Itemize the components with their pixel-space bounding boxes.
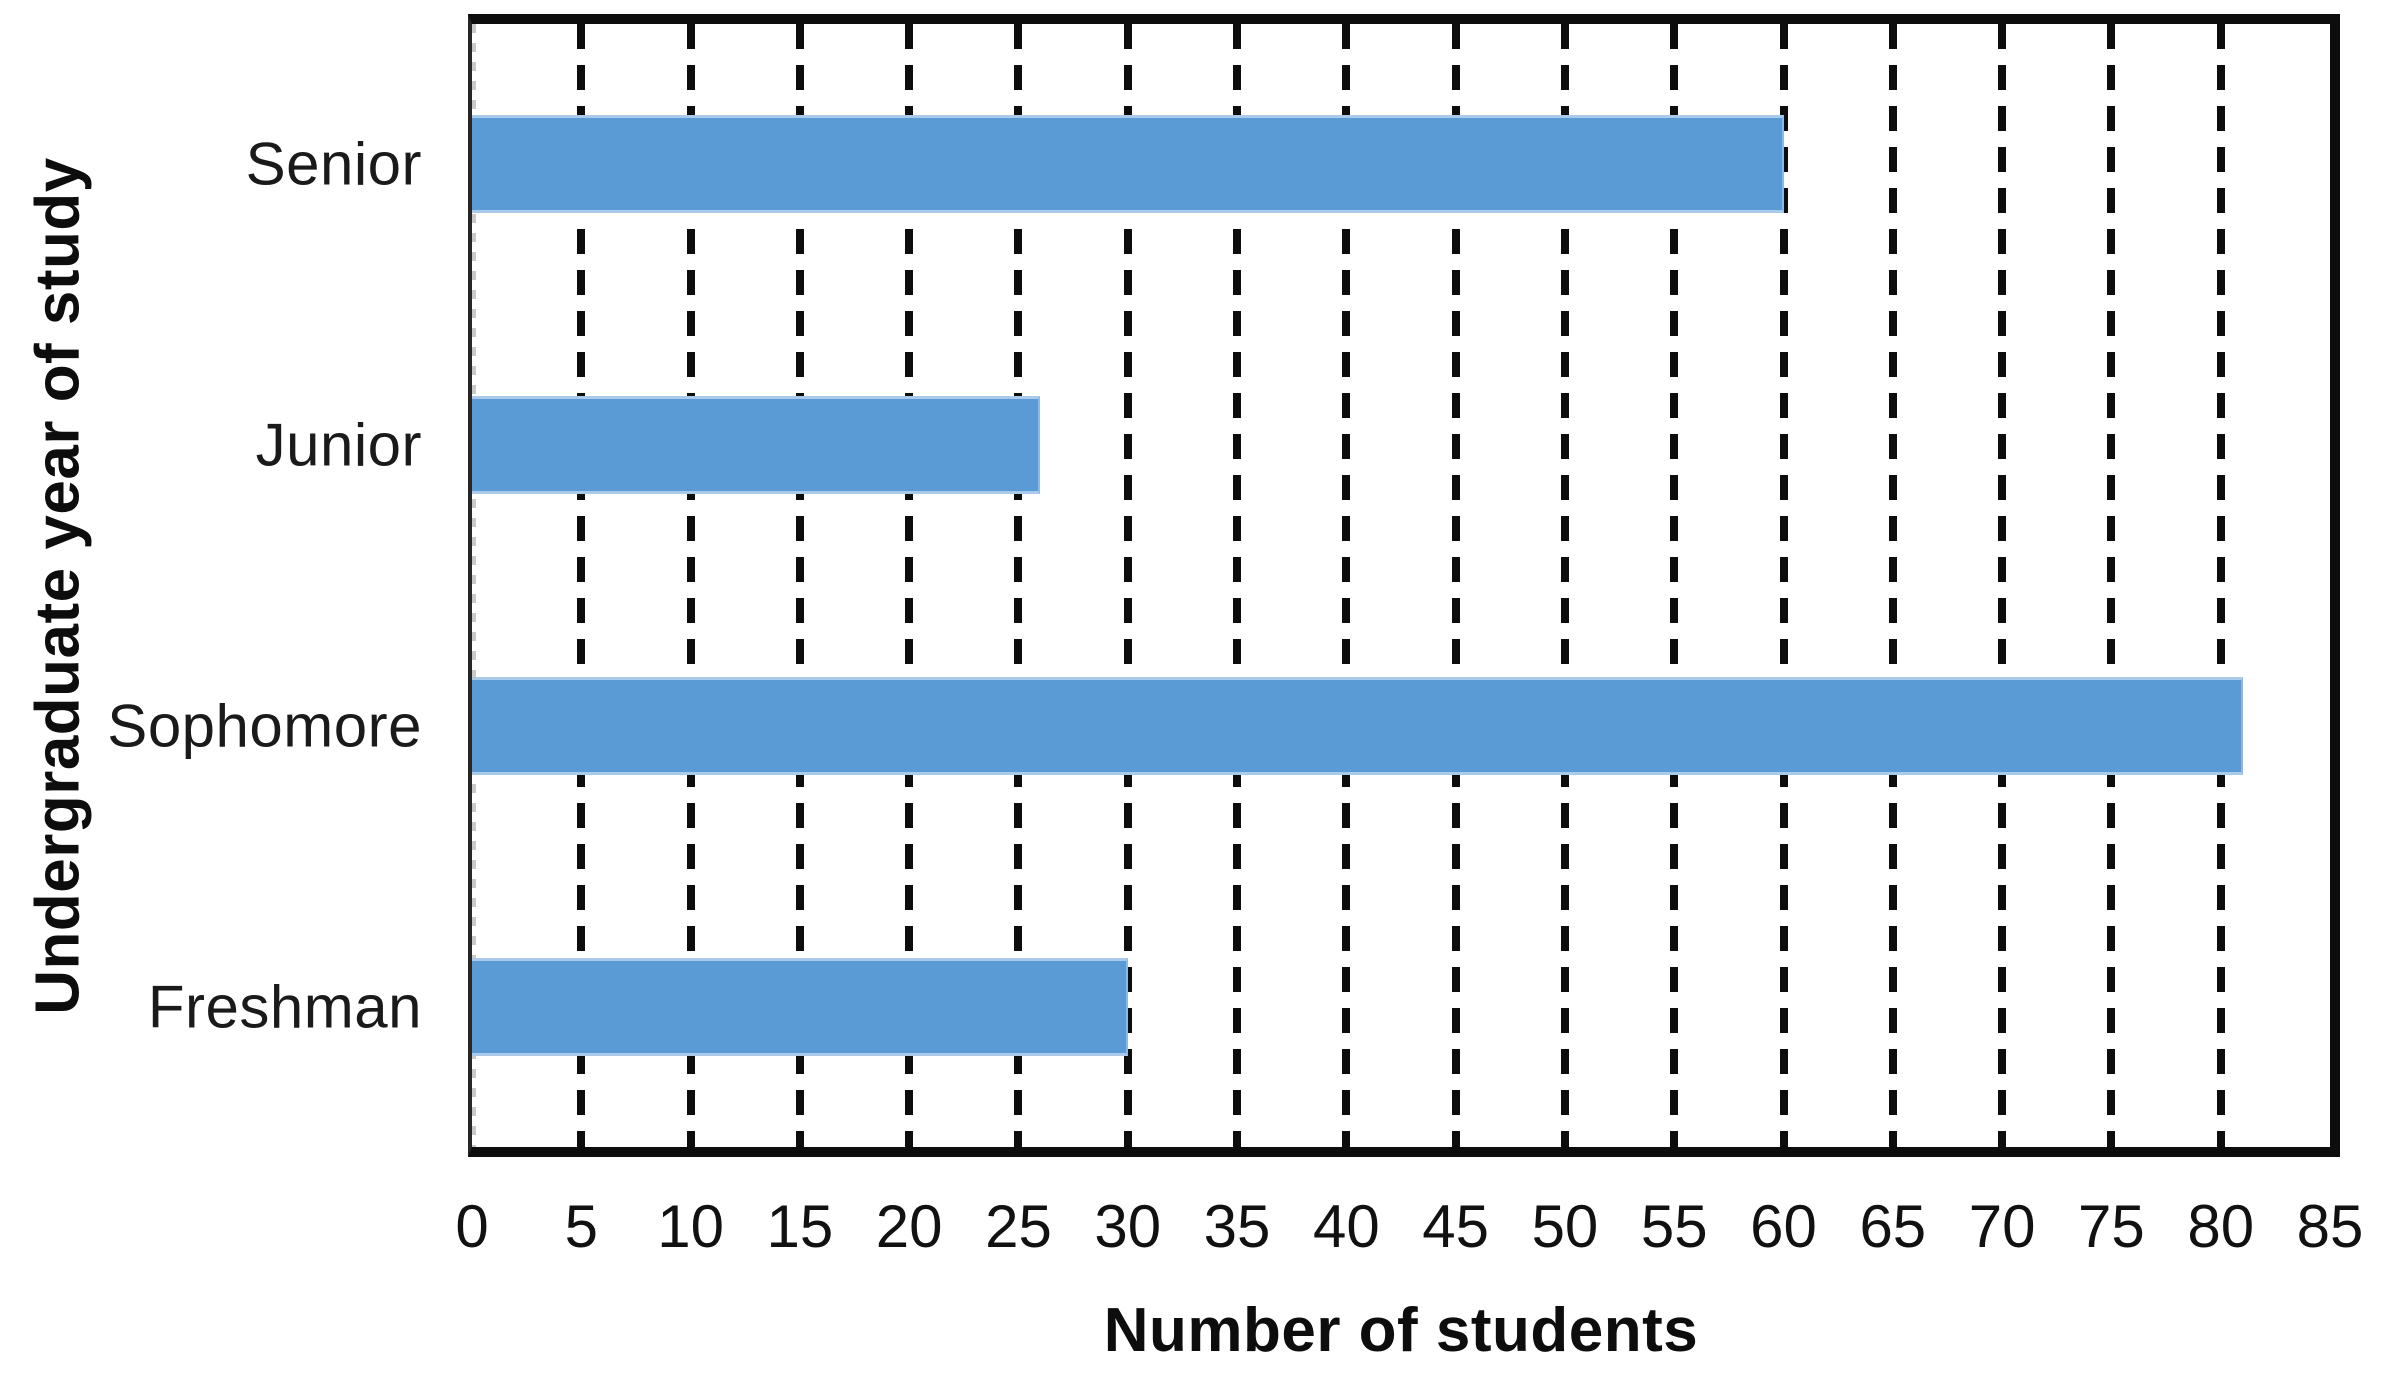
x-tick-label-25: 25 (985, 1193, 1052, 1260)
category-label-senior: Senior (245, 130, 422, 198)
x-tick-label-85: 85 (2296, 1193, 2364, 1260)
x-tick-label-65: 65 (1859, 1193, 1927, 1260)
x-tick-label-40: 40 (1312, 1193, 1380, 1260)
gridline-x-20 (905, 24, 914, 1147)
x-tick-label-55: 55 (1640, 1193, 1708, 1260)
x-tick-label-75: 75 (2078, 1193, 2145, 1260)
category-label-junior: Junior (255, 411, 422, 479)
gridline-x-30 (1123, 24, 1132, 1147)
gridline-x-5 (577, 24, 586, 1147)
bar-junior (472, 396, 1041, 495)
gridline-x-10 (686, 24, 695, 1147)
gridline-x-50 (1560, 24, 1569, 1147)
bar-senior (472, 115, 1784, 214)
category-label-freshman: Freshman (147, 973, 422, 1041)
gridline-x-25 (1014, 24, 1023, 1147)
x-tick-label-35: 35 (1203, 1193, 1271, 1260)
gridline-x-45 (1451, 24, 1460, 1147)
y-axis-category-labels: Senior Junior Sophomore Freshman (0, 24, 422, 1147)
x-tick-label-50: 50 (1531, 1193, 1599, 1260)
x-tick-label-15: 15 (766, 1193, 834, 1260)
x-tick-label-80: 80 (2187, 1193, 2255, 1260)
gridline-x-15 (795, 24, 804, 1147)
gridline-x-35 (1233, 24, 1242, 1147)
gridline-x-75 (2107, 24, 2116, 1147)
x-tick-label-20: 20 (875, 1193, 943, 1260)
gridline-x-55 (1670, 24, 1679, 1147)
x-axis-title: Number of students (1103, 1296, 1699, 1365)
gridline-x-60 (1779, 24, 1788, 1147)
plot-inner (472, 24, 2330, 1147)
category-label-sophomore: Sophomore (107, 692, 422, 760)
plot-area (468, 14, 2340, 1157)
gridline-x-65 (1888, 24, 1897, 1147)
x-tick-label-30: 30 (1094, 1193, 1162, 1260)
y-axis-line-ticks (472, 24, 476, 1147)
bar-freshman (472, 957, 1128, 1056)
bar-sophomore (472, 676, 2243, 775)
gridline-x-40 (1342, 24, 1351, 1147)
gridline-x-70 (1998, 24, 2007, 1147)
x-tick-label-5: 5 (564, 1193, 598, 1260)
x-axis-tick-labels: 0 5 10 15 20 25 30 35 40 45 50 55 60 65 70 75 80 85 (455, 1192, 2363, 1272)
x-tick-label-10: 10 (657, 1193, 724, 1260)
x-tick-label-60: 60 (1750, 1193, 1817, 1260)
x-tick-label-0: 0 (455, 1193, 489, 1260)
gridline-x-80 (2216, 24, 2225, 1147)
x-tick-label-45: 45 (1422, 1193, 1490, 1260)
x-tick-label-70: 70 (1968, 1193, 2036, 1260)
